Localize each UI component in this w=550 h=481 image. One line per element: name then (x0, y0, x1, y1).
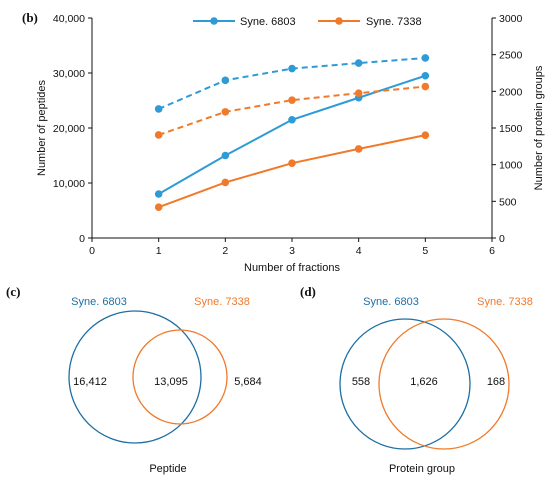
y2-tick-label: 500 (499, 196, 517, 208)
data-point-syne-7338-right (288, 96, 296, 104)
x-tick-label: 4 (356, 245, 362, 257)
y2-tick-label: 2500 (499, 50, 523, 62)
y-tick-label: 30,000 (53, 68, 85, 80)
x-tick-label: 3 (289, 245, 295, 257)
y2-tick-label: 1500 (499, 123, 523, 135)
data-point-syne-6803-right (421, 54, 430, 62)
venn-overlap: 1,626 (410, 376, 438, 388)
ticks-layer: 0 1 2 3 4 5 6010,00020,00030,00040,00005001000… (53, 13, 523, 257)
venn-label-7338: Syne. 7338 (194, 296, 250, 308)
y-tick-label: 10,000 (53, 178, 85, 190)
y2-tick-label: 0 (499, 233, 505, 245)
venn-panel-c: (c) Syne. 6803 Syne. 7338 16,412 13,095 … (6, 284, 262, 475)
venn-circle-7338 (132, 329, 228, 425)
data-point-syne-7338-right (154, 131, 163, 139)
series-line-syne-6803-left (158, 74, 426, 195)
data-point-syne-6803-right (221, 76, 230, 85)
venn-caption-protein-group: Protein group (389, 463, 455, 475)
venn-label-6803: Syne. 6803 (71, 296, 127, 308)
y-axis-title: Number of peptides (36, 80, 48, 176)
line-chart-panel-b: (b) 0 1 2 3 4 5 6010,00020,00030,00040,0000500… (22, 10, 545, 274)
x-tick-label: 0 (89, 245, 95, 257)
data-point-syne-6803-left (288, 115, 296, 124)
legend-label-7338: Syne. 7338 (366, 16, 422, 28)
venn-only-6803: 558 (352, 376, 370, 388)
series-layer (154, 54, 430, 211)
panel-c-label: (c) (6, 284, 20, 299)
y-tick-label: 20,000 (53, 123, 85, 135)
venn-circle-7338 (378, 318, 510, 450)
data-point-syne-7338-left (354, 145, 363, 153)
data-point-syne-6803-right (354, 59, 363, 67)
data-point-syne-7338-right (421, 82, 430, 91)
x-tick-label: 1 (156, 245, 162, 257)
x-tick-label: 6 (489, 245, 495, 257)
venn-label-7338: Syne. 7338 (477, 296, 533, 308)
data-point-syne-6803-left (154, 190, 163, 198)
legend-label-6803: Syne. 6803 (240, 16, 296, 28)
legend-marker-6803 (210, 17, 218, 25)
venn-label-6803: Syne. 6803 (363, 296, 419, 308)
data-point-syne-7338-left (154, 203, 163, 211)
x-tick-label: 5 (422, 245, 428, 257)
venn-overlap: 13,095 (154, 376, 188, 388)
venn-only-6803: 16,412 (73, 376, 107, 388)
data-point-syne-7338-left (221, 178, 230, 187)
data-point-syne-7338-left (421, 131, 430, 139)
venn-only-7338: 168 (487, 376, 505, 388)
y2-tick-label: 3000 (499, 13, 523, 25)
y-tick-label: 0 (79, 233, 85, 245)
y2-axis-title: Number of protein groups (533, 65, 545, 190)
series-line-syne-7338-right (158, 85, 426, 136)
y2-tick-label: 1000 (499, 160, 523, 172)
legend: Syne. 6803 Syne. 7338 (193, 16, 422, 28)
data-point-syne-7338-left (288, 159, 296, 167)
panel-b-label: (b) (22, 10, 38, 25)
venn-circle-6803 (68, 310, 202, 444)
x-axis-title: Number of fractions (244, 262, 340, 274)
data-point-syne-7338-right (221, 108, 230, 116)
data-point-syne-6803-right (288, 64, 296, 73)
data-point-syne-6803-left (221, 151, 230, 160)
data-point-syne-7338-right (354, 89, 363, 97)
data-point-syne-6803-right (154, 105, 163, 113)
venn-panel-d: (d) Syne. 6803 Syne. 7338 558 1,626 168 … (300, 284, 533, 475)
venn-only-7338: 5,684 (234, 376, 262, 388)
data-point-syne-6803-left (421, 71, 430, 80)
x-tick-label: 2 (222, 245, 228, 257)
y2-tick-label: 2000 (499, 86, 523, 98)
y-tick-label: 40,000 (53, 13, 85, 25)
legend-marker-7338 (335, 17, 343, 25)
venn-caption-peptide: Peptide (149, 463, 186, 475)
panel-d-label: (d) (300, 284, 316, 299)
venn-circle-6803 (339, 318, 471, 450)
